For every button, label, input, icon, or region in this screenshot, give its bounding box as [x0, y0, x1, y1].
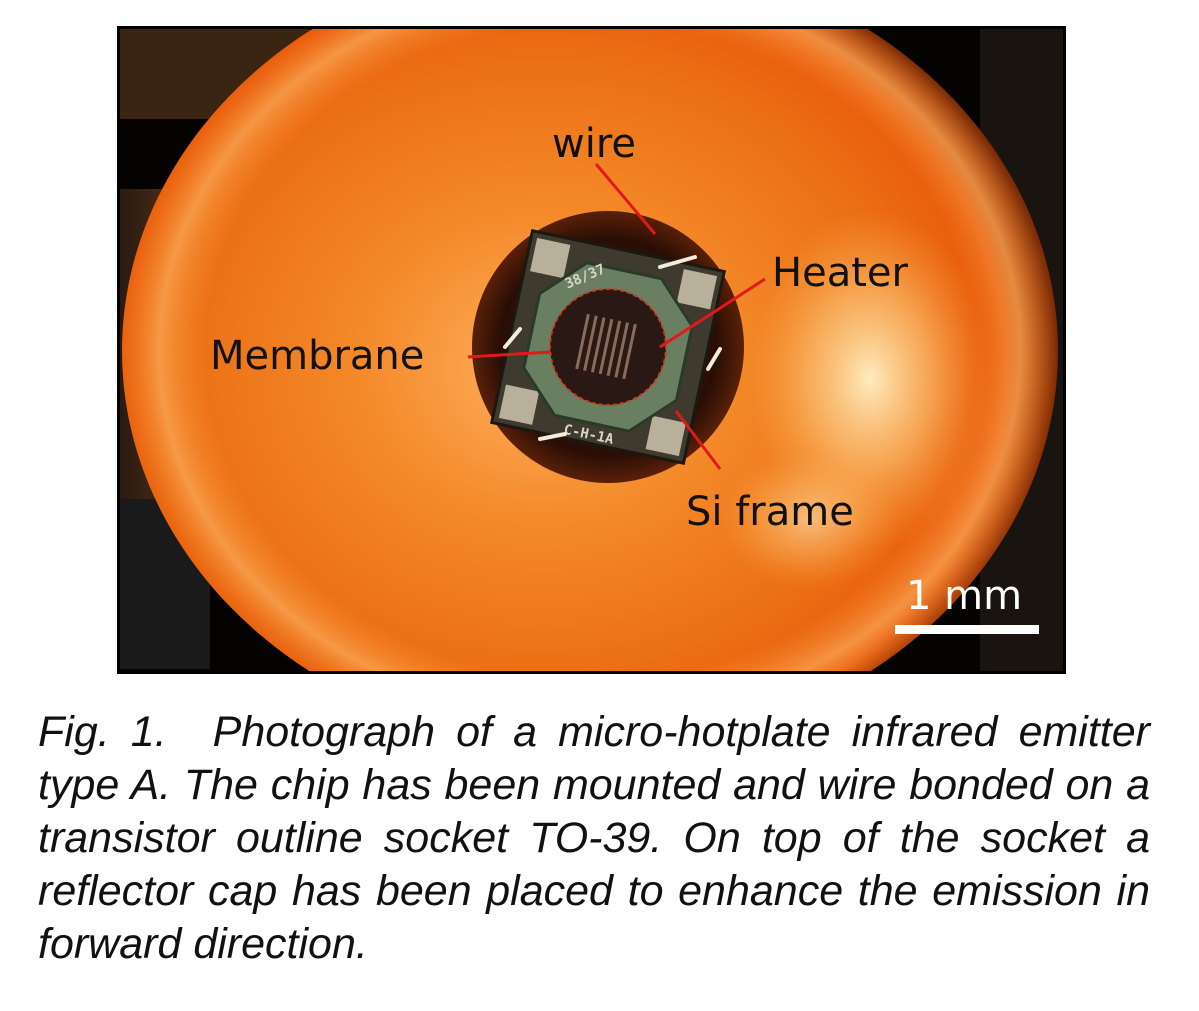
bond-pad — [530, 237, 571, 279]
label-wire: wire — [552, 121, 636, 167]
bond-wires — [503, 255, 722, 441]
figure-number: Fig. 1. — [38, 708, 167, 756]
annotation-arrows — [467, 163, 766, 470]
scale-bar-label: 1 mm — [906, 573, 1022, 619]
wire-arrow — [594, 163, 657, 235]
heater-meander — [575, 313, 637, 380]
bond-pad — [498, 384, 540, 425]
caption-text: Photograph of a micro-hotplate infrared … — [38, 708, 1150, 968]
heater-arrow — [659, 277, 766, 349]
si-frame-arrow — [674, 410, 722, 470]
photograph-figure: 38/37 C-H-1A wire Heater Membrane Si fra… — [117, 26, 1066, 674]
bond-pad — [645, 415, 686, 457]
label-membrane: Membrane — [210, 333, 424, 379]
bond-pad — [676, 269, 718, 310]
scale-bar — [895, 625, 1039, 634]
reflection-glow-lower — [720, 449, 900, 589]
membrane — [549, 288, 667, 406]
chip: 38/37 C-H-1A — [489, 228, 727, 466]
label-si-frame: Si frame — [686, 489, 854, 535]
emitter-photo: 38/37 C-H-1A wire Heater Membrane Si fra… — [120, 29, 1063, 671]
membrane-arrow — [467, 350, 551, 359]
figure-caption: Fig. 1. Photograph of a micro-hotplate in… — [38, 706, 1150, 971]
label-heater: Heater — [772, 250, 908, 296]
